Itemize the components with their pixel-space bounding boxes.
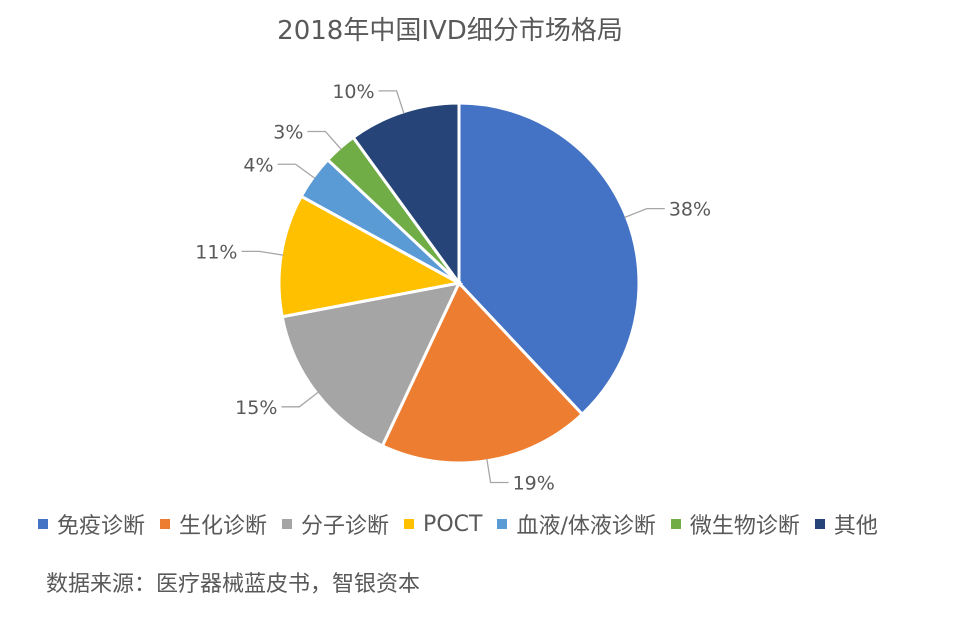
data-label: 3% [273,121,303,143]
legend-label: 其他 [833,514,878,539]
legend-item: 其他 [814,508,878,540]
legend-swatch [38,519,48,529]
leader-line [241,250,284,256]
data-label: 10% [332,81,374,103]
legend-label: 免疫诊断 [57,514,146,539]
legend-label: 生化诊断 [179,514,268,539]
legend-swatch [160,519,171,529]
leader-line [378,90,405,114]
legend: 免疫诊断 生化诊断 分子诊断 POCT 血液/体液诊断 微生物诊断 其他 [38,508,968,540]
legend-swatch [404,519,415,529]
legend-swatch [670,519,681,529]
data-label: 11% [195,241,237,263]
leader-line [307,130,342,150]
legend-item: 微生物诊断 [670,508,800,540]
legend-item: 免疫诊断 [38,508,145,540]
legend-item: POCT [404,512,482,537]
legend-swatch [282,519,293,529]
legend-swatch [814,519,825,529]
legend-item: 生化诊断 [160,508,267,540]
legend-label: 分子诊断 [301,514,390,539]
legend-item: 血液/体液诊断 [497,508,656,540]
legend-label: 微生物诊断 [689,514,800,539]
leader-line [624,207,665,219]
legend-swatch [497,519,508,529]
leader-line [277,163,316,179]
legend-label: 血液/体液诊断 [516,514,656,539]
data-label: 19% [513,473,555,495]
data-label: 38% [669,199,711,221]
data-label: 4% [243,154,273,176]
legend-label: POCT [423,511,483,537]
source-note: 数据来源：医疗器械蓝皮书，智银资本 [46,572,421,597]
legend-item: 分子诊断 [282,508,389,540]
chart-title: 2018年中国IVD细分市场格局 [277,16,623,46]
data-label: 15% [235,397,277,419]
leader-line [486,458,509,484]
leader-line [281,391,319,408]
